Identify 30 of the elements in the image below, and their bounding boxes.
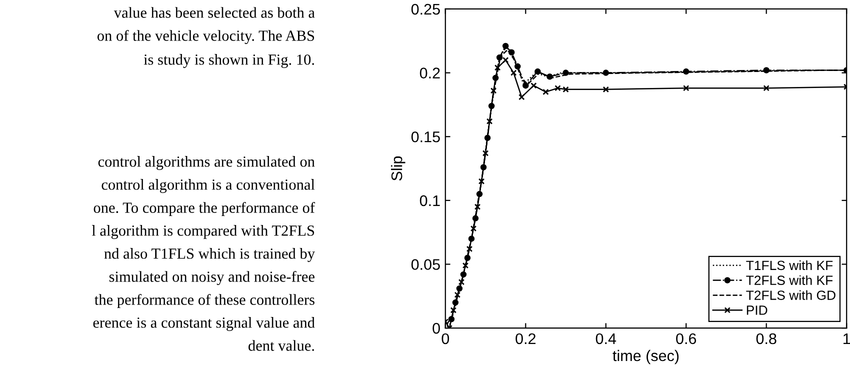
y-tick-label: 0.15 [411,131,440,142]
x-tick-label: 0.8 [756,333,776,344]
text: control algorithm is a conventional [102,179,315,193]
x-axis-title: time (sec) [612,350,679,364]
text: the performance of these controllers [94,294,314,308]
text: control algorithms are simulated on [98,156,315,170]
y-tick-label: 0.1 [420,195,440,206]
y-tick-label: 0 [432,322,440,334]
legend-label: T2FLS with GD [746,290,836,300]
text: on of the vehicle velocity. The ABS [97,30,314,44]
y-tick-label: 0.05 [411,259,440,270]
text: simulated on noisy and noise-free [109,270,314,286]
text: erence is a constant signal value and [93,317,315,331]
text: l algorithm is compared with T2FLS [92,225,314,239]
legend-label: T1FLS with KF [746,260,833,270]
x-tick-label: 0.2 [516,333,536,344]
text: dent value. [248,340,314,351]
legend-label: T2FLS with KF [746,275,833,286]
y-axis-title: Slip [391,156,406,181]
text: is study is shown in Fig. 10. [144,54,314,68]
legend-label: PID [746,306,768,315]
text: one. To compare the performance of [94,202,315,216]
y-tick-label: 0.25 [411,4,440,15]
x-tick-label: 0.4 [596,333,616,344]
y-tick-label: 0.2 [420,68,440,78]
text: value has been selected as both a [114,7,315,18]
text: nd also T1FLS which is trained by [104,248,315,262]
x-tick-label: 0.6 [676,333,696,344]
x-tick-label: 0 [442,333,450,344]
x-tick-label: 1 [844,333,850,344]
